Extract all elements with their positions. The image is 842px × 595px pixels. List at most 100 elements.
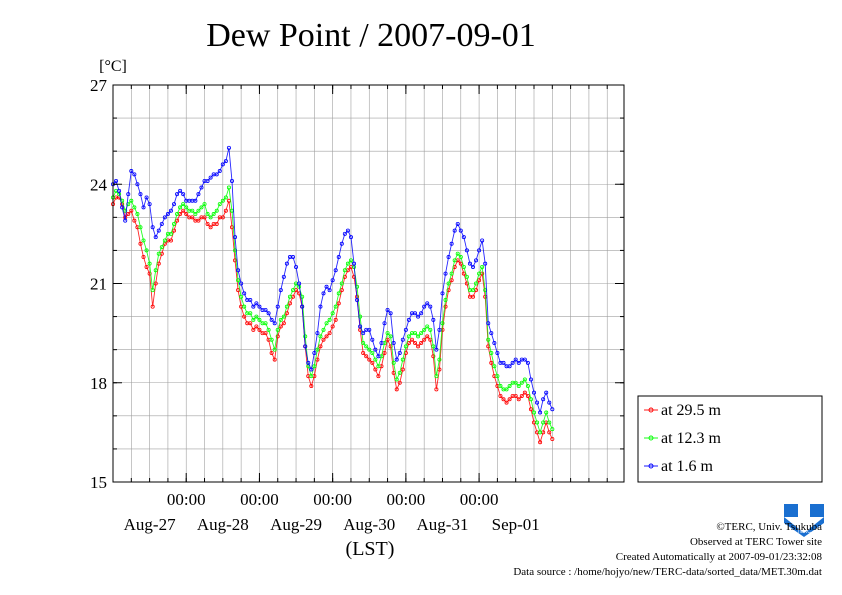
data-point [538,440,543,445]
data-point [544,390,549,395]
data-point [321,327,326,332]
data-point [373,357,378,362]
data-point [419,311,424,316]
data-point [425,334,430,339]
data-point [470,264,475,269]
data-point [443,298,448,303]
data-point [470,294,475,299]
data-point [217,202,222,207]
data-point [147,261,152,266]
data-point [507,384,512,389]
data-point [516,360,521,365]
data-point [132,218,137,223]
data-point [220,215,225,220]
data-point [226,145,231,150]
data-point [202,202,207,207]
data-point [501,397,506,402]
data-point [312,364,317,369]
data-point [525,360,530,365]
data-point [141,205,146,210]
data-point [162,238,167,243]
data-point [120,205,125,210]
data-point [236,268,241,273]
data-point [172,202,177,207]
data-point [251,327,256,332]
data-point [382,321,387,326]
data-point [135,212,140,217]
data-point [220,198,225,203]
data-point [132,172,137,177]
data-point [464,248,469,253]
copyright-text: ©TERC, Univ. Tsukuba [716,521,822,533]
observed-text: Observed at TERC Tower site [689,536,822,548]
data-point [376,374,381,379]
data-point [129,208,134,213]
legend: at 29.5 m at 12.3 m at 1.6 m [637,395,823,483]
x-tick-time-label: 00:00 [460,490,499,509]
data-point [315,347,320,352]
data-point [342,268,347,273]
data-point [168,238,173,243]
data-point [397,380,402,385]
data-point [226,185,231,190]
x-tick-date-label: Aug-28 [197,515,249,534]
data-point [178,188,183,193]
data-point [126,212,131,217]
data-point [178,205,183,210]
data-point [345,261,350,266]
data-point [547,430,552,435]
data-point [284,261,289,266]
data-point [266,311,271,316]
data-point [400,367,405,372]
data-point [373,347,378,352]
data-point [309,374,314,379]
data-point [156,228,161,233]
data-point [492,364,497,369]
data-point [419,331,424,336]
data-point [397,370,402,375]
data-point [385,307,390,312]
terc-logo: TERC [784,504,824,537]
data-point [242,304,247,309]
data-point [437,357,442,362]
data-point [455,251,460,256]
source-text: Data source : /home/hojyo/new/TERC-data/… [513,566,822,578]
data-point [516,397,521,402]
data-point [501,360,506,365]
data-point [181,202,186,207]
data-point [208,225,213,230]
data-point [550,407,555,412]
data-point [528,377,533,382]
data-point [248,321,253,326]
data-point [290,288,295,293]
data-point [123,208,128,213]
data-point [275,334,280,339]
data-point [434,347,439,352]
series-2 [111,185,555,435]
data-point [458,255,463,260]
data-point [336,255,341,260]
data-point [361,341,366,346]
data-point [483,261,488,266]
data-point [159,245,164,250]
data-point [306,360,311,365]
data-point [300,304,305,309]
data-point [278,317,283,322]
data-point [333,304,338,309]
data-point [275,304,280,309]
data-point [489,331,494,336]
data-point [422,327,427,332]
data-point [144,264,149,269]
data-point [474,258,479,263]
series-layer [111,145,555,445]
data-point [370,337,375,342]
y-tick-label: 21 [90,275,107,294]
data-point [168,231,173,236]
data-point [138,192,143,197]
legend-entry: at 12.3 m [644,430,722,447]
data-point [272,321,277,326]
data-point [516,384,521,389]
data-point [287,294,292,299]
data-point [297,281,302,286]
data-point [342,231,347,236]
